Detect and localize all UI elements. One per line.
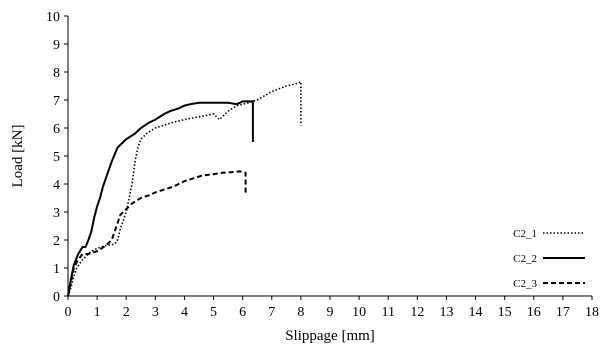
x-tick-label: 13: [439, 305, 453, 320]
series-line-c2-1: [67, 80, 302, 297]
legend-label: C2_1: [513, 228, 537, 240]
x-tick-label: 12: [410, 305, 424, 320]
x-tick-label: 3: [152, 305, 159, 320]
y-tick-label: 10: [46, 10, 60, 25]
x-tick-label: 17: [556, 305, 570, 320]
x-tick-label: 16: [527, 305, 541, 320]
y-tick-label: 8: [53, 66, 60, 81]
x-tick-label: 9: [327, 305, 334, 320]
x-tick-label: 8: [297, 305, 304, 320]
y-tick-label: 4: [53, 178, 60, 193]
x-tick-label: 10: [352, 305, 366, 320]
x-tick-label: 18: [585, 305, 599, 320]
x-tick-label: 2: [123, 305, 130, 320]
x-tick-label: 14: [469, 305, 483, 320]
y-tick-label: 7: [53, 94, 60, 109]
series-line-c2-2: [67, 100, 254, 297]
y-tick-label: 3: [53, 206, 60, 221]
y-tick-label: 5: [53, 150, 60, 165]
y-axis-title: Load [kN]: [10, 125, 26, 188]
x-tick-label: 7: [268, 305, 275, 320]
x-tick-label: 4: [181, 305, 188, 320]
x-tick-label: 5: [210, 305, 217, 320]
x-tick-label: 11: [381, 305, 394, 320]
y-tick-label: 6: [53, 122, 60, 137]
x-axis-title: Slippage [mm]: [285, 328, 375, 344]
legend-label: C2_3: [513, 278, 537, 290]
series-line-c2-3: [67, 170, 247, 297]
legend: C2_1 C2_2 C2_3: [513, 228, 585, 290]
x-tick-label: 1: [94, 305, 101, 320]
x-tick-label: 15: [498, 305, 512, 320]
y-tick-label: 1: [53, 262, 60, 277]
y-ticks: 0 1 2 3 4 5 6 7 8 9 10: [46, 10, 68, 305]
x-tick-label: 0: [65, 305, 72, 320]
x-ticks: 0 1 2 3 4 5 6 7 8 9 10 11 12 13 14 15 16 17 18: [65, 296, 599, 320]
y-tick-label: 2: [53, 234, 60, 249]
legend-label: C2_2: [513, 253, 537, 265]
x-tick-label: 6: [239, 305, 246, 320]
y-tick-label: 0: [53, 290, 60, 305]
series-lines: [67, 80, 302, 297]
y-tick-label: 9: [53, 38, 60, 53]
